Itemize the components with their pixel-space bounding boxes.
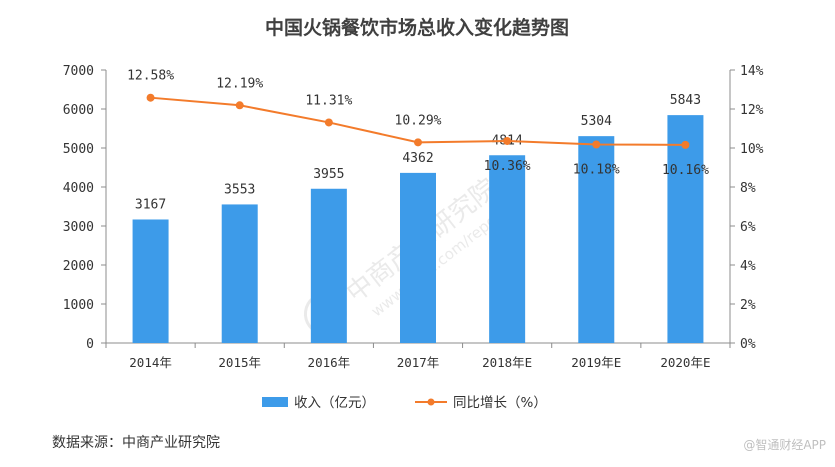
y-right-tick-label: 14% [740, 64, 764, 79]
y-left-tick-label: 6000 [63, 103, 94, 118]
bar-value-label: 3167 [135, 197, 166, 212]
growth-value-label: 10.18% [573, 162, 620, 177]
bar-labels: 3167355339554362481453045843 [135, 93, 701, 212]
x-ticks: 2014年 2015年 2016年 2017年 2018年E 2019年E 2020年E [105, 343, 731, 370]
growth-point [414, 138, 422, 147]
growth-point [592, 140, 601, 149]
growth-point [235, 101, 244, 110]
bar-value-label: 5843 [670, 93, 701, 108]
growth-value-label: 10.29% [395, 113, 442, 128]
bar [489, 155, 526, 343]
y-left-tick-label: 0 [86, 337, 94, 352]
growth-labels: 12.58% 12.19% 11.31% 10.29% 10.36% 10.18% 10.1… [127, 69, 709, 178]
bar [310, 188, 347, 343]
x-tick-label: 2014年 [129, 355, 172, 370]
y-right-tick-label: 10% [740, 142, 764, 157]
y-right-tick-label: 4% [740, 259, 756, 274]
x-tick-label: 2017年 [397, 355, 440, 370]
source-note: 数据来源：中商产业研究院 [52, 435, 220, 451]
x-tick-label: 2020年E [660, 355, 710, 370]
y-left-tick-label: 3000 [63, 220, 94, 235]
bar [132, 219, 169, 343]
bar-value-label: 4362 [402, 151, 433, 166]
y-right-tick-label: 6% [740, 220, 756, 235]
growth-line [146, 93, 690, 149]
legend-line-marker [427, 398, 435, 406]
y-left-tick-label: 1000 [63, 298, 94, 313]
growth-value-label: 12.58% [127, 69, 174, 84]
y-right-tick-label: 8% [740, 181, 756, 196]
bar-value-label: 3955 [313, 167, 344, 182]
legend: 收入（亿元） 同比增长（%） [262, 395, 547, 411]
x-tick-label: 2018年E [482, 355, 532, 370]
y-right-tick-label: 12% [740, 103, 764, 118]
growth-point [146, 93, 155, 102]
bars [132, 115, 704, 343]
bar [400, 172, 436, 343]
bar [578, 136, 615, 343]
y-left-tick-label: 5000 [63, 142, 94, 157]
chart-title: 中国火锅餐饮市场总收入变化趋势图 [265, 16, 569, 39]
bar-value-label: 3553 [224, 182, 255, 197]
y-left-tick-label: 7000 [63, 64, 94, 79]
x-tick-label: 2015年 [218, 355, 261, 370]
bar-value-label: 5304 [581, 114, 612, 129]
legend-line-label: 同比增长（%） [453, 395, 547, 411]
y-left-ticks: 0 1000 2000 3000 4000 5000 6000 7000 [63, 64, 106, 352]
y-left-tick-label: 2000 [63, 259, 94, 274]
legend-bar-swatch [262, 397, 288, 407]
y-right-ticks: 0% 2% 4% 6% 8% 10% 12% 14% [730, 64, 764, 352]
credit-text: @智通财经APP [743, 437, 826, 452]
bar [667, 115, 704, 343]
growth-point [681, 140, 690, 149]
y-right-tick-label: 2% [740, 298, 756, 313]
growth-point [324, 118, 333, 127]
growth-point [503, 136, 512, 145]
growth-value-label: 10.16% [662, 163, 709, 178]
x-tick-label: 2016年 [308, 355, 351, 370]
growth-value-label: 10.36% [484, 159, 531, 174]
growth-value-label: 11.31% [305, 93, 352, 108]
y-right-tick-label: 0% [740, 337, 756, 352]
growth-value-label: 12.19% [216, 76, 263, 91]
legend-bar-label: 收入（亿元） [294, 395, 375, 411]
bar [221, 204, 258, 343]
x-tick-label: 2019年E [571, 355, 621, 370]
y-left-tick-label: 4000 [63, 181, 94, 196]
